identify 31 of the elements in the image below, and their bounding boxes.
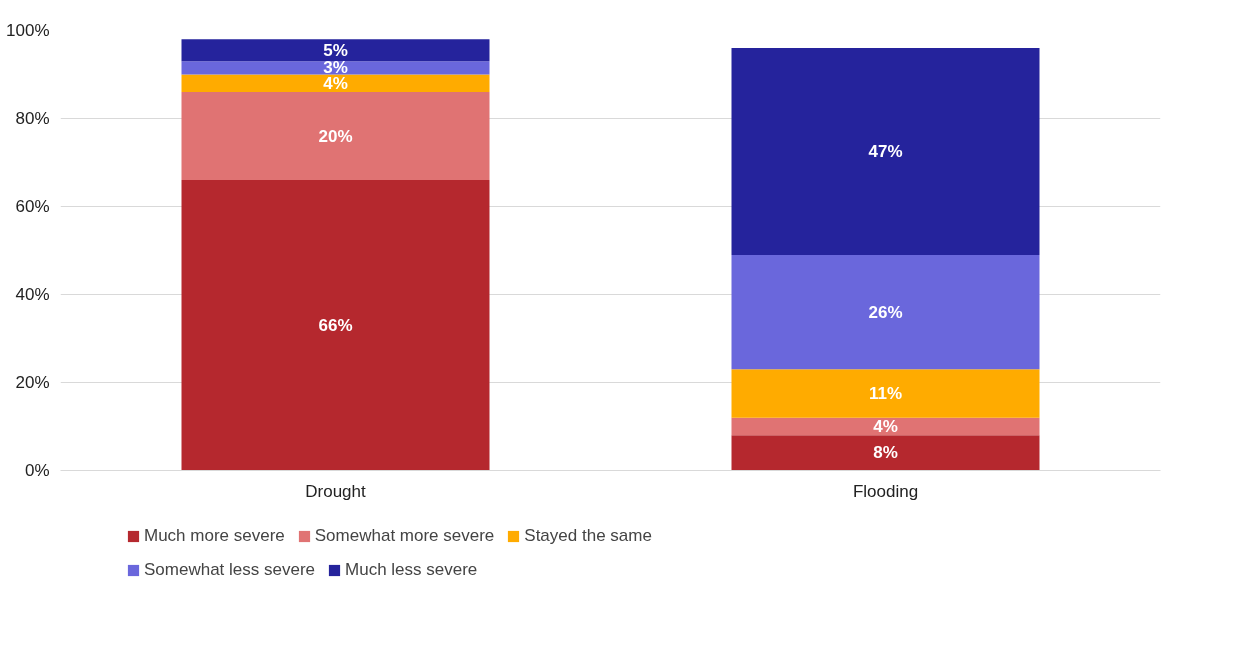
y-tick-label: 20% — [15, 373, 50, 392]
legend-label: Stayed the same — [524, 526, 652, 546]
x-tick-label: Drought — [305, 481, 367, 501]
y-tick-label: 100% — [6, 21, 50, 40]
legend-label: Much more severe — [144, 526, 285, 546]
bar — [731, 254, 1040, 370]
y-tick-label: 40% — [15, 285, 50, 304]
data-label: 8% — [873, 443, 898, 463]
y-tick-label: 0% — [24, 461, 50, 480]
data-label: 4% — [873, 417, 898, 436]
bar — [181, 92, 490, 181]
data-label: 47% — [868, 142, 903, 161]
legend-label: Somewhat less severe — [144, 560, 316, 580]
data-label: 5% — [323, 40, 348, 60]
bar — [731, 48, 1040, 255]
bar — [731, 417, 1040, 436]
y-tick-label: 60% — [15, 197, 50, 216]
data-label: 20% — [318, 126, 353, 146]
bar — [181, 61, 490, 75]
legend-label: Somewhat more severe — [314, 526, 495, 546]
x-tick-label: Flooding — [852, 481, 919, 501]
data-label: 11% — [868, 384, 903, 403]
bar — [181, 39, 490, 62]
bar — [731, 435, 1040, 471]
y-tick-label: 80% — [15, 109, 50, 128]
data-label: 26% — [868, 302, 903, 322]
bar — [731, 369, 1040, 418]
data-label: 66% — [318, 315, 353, 335]
bar — [181, 180, 490, 471]
bar — [181, 74, 490, 93]
legend-label: Much less severe — [345, 560, 478, 580]
